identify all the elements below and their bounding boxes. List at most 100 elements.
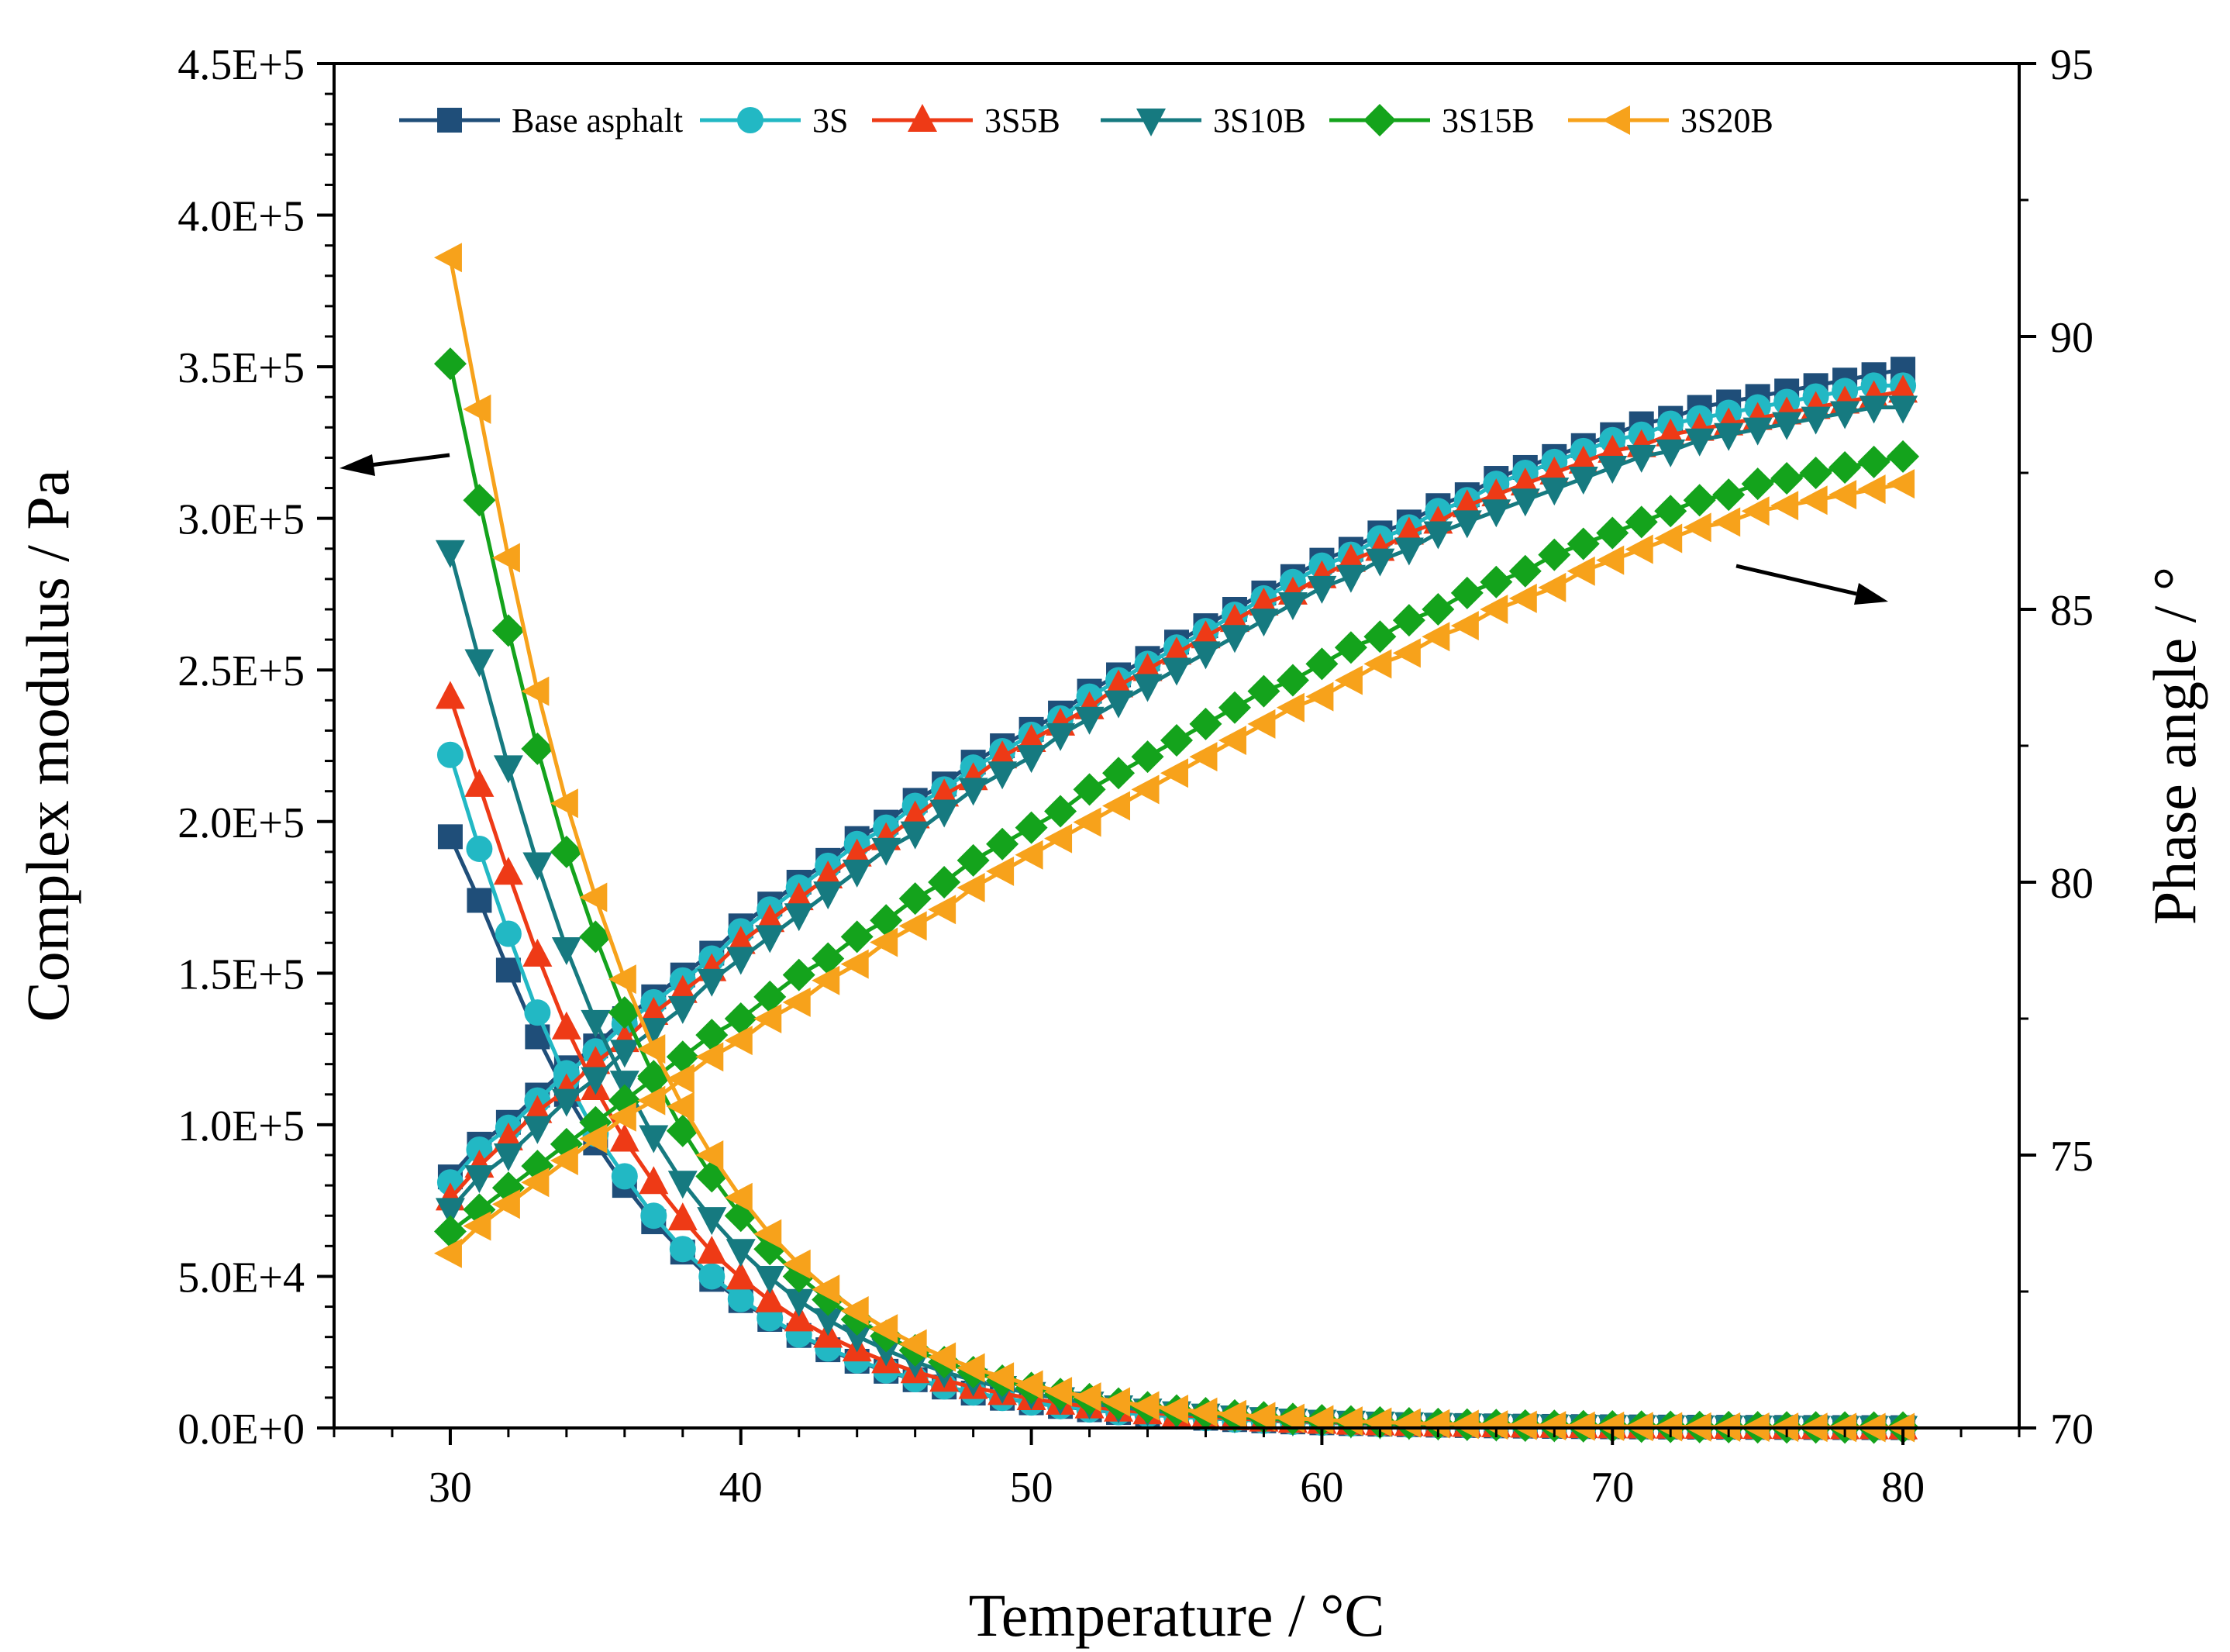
series-4-phase-point-47 <box>1799 457 1832 489</box>
series-3-phase-point-35 <box>1452 510 1482 539</box>
series-5-modulus-point-26 <box>1189 1397 1218 1427</box>
series-5-modulus-point-22 <box>1073 1382 1101 1412</box>
series-5-modulus-point-15 <box>870 1314 898 1344</box>
series-5-phase-point-41 <box>1625 534 1653 564</box>
x-tick-label-3: 60 <box>1300 1464 1343 1512</box>
series-5-modulus-point-23 <box>1102 1387 1131 1417</box>
series-3-modulus-point-9 <box>697 1207 727 1236</box>
series-4-phase-point-17 <box>928 866 961 898</box>
series-5-phase-point-3 <box>521 1167 550 1198</box>
series-2-phase-point-11 <box>755 904 785 933</box>
series-5-phase-point-11 <box>753 1004 782 1033</box>
series-3-phase-point-27 <box>1219 625 1249 654</box>
series-3-phase-point-33 <box>1394 537 1424 566</box>
legend-marker-1 <box>737 107 763 133</box>
series-5-modulus-point-13 <box>812 1274 840 1305</box>
series-3-phase-point-28 <box>1249 609 1279 637</box>
series-5-phase-point-42 <box>1654 523 1683 554</box>
series-2-phase-point-23 <box>1104 669 1134 698</box>
series-3-phase-point-44 <box>1714 422 1744 451</box>
series-5-modulus-point-20 <box>1015 1370 1043 1400</box>
legend-item-3: 3S10B <box>1101 102 1306 140</box>
series-4-phase-point-7 <box>637 1062 670 1095</box>
series-2-phase-point-3 <box>522 1095 553 1123</box>
series-5-modulus-point-12 <box>782 1249 811 1279</box>
y-right-tick-label-1: 75 <box>2050 1133 2094 1181</box>
series-5-modulus-point-9 <box>695 1140 724 1170</box>
series-5-modulus-point-35 <box>1450 1409 1479 1440</box>
series-5-phase-point-40 <box>1596 545 1625 575</box>
y-left-tick-label-7: 3.5E+5 <box>178 344 305 392</box>
legend-label-2: 3S5B <box>984 102 1060 140</box>
series-3-phase-point-41 <box>1626 444 1656 473</box>
series-3-phase-point-46 <box>1772 412 1802 440</box>
series-3-modulus-point-3 <box>522 852 553 881</box>
series-5-modulus-point-6 <box>608 964 636 995</box>
series-5-modulus-point-34 <box>1422 1409 1450 1439</box>
series-5-modulus-point-10 <box>724 1182 753 1212</box>
y-left-tick-label-0: 0.0E+0 <box>178 1405 305 1454</box>
series-1-modulus-point-7 <box>640 1202 667 1230</box>
series-2-phase-point-27 <box>1219 604 1249 633</box>
series-2-phase-point-20 <box>1016 723 1046 752</box>
series-2-phase-point-2 <box>493 1122 523 1150</box>
series-3-phase-point-47 <box>1801 406 1831 435</box>
series-5-modulus-point-24 <box>1131 1391 1160 1421</box>
series-4-phase-point-25 <box>1160 723 1193 757</box>
series-2-modulus-point-2 <box>493 857 523 885</box>
series-2-phase-point-26 <box>1191 620 1221 649</box>
y-left-tick-label-1: 5.0E+4 <box>178 1254 305 1302</box>
series-4-modulus-point-6 <box>608 996 641 1029</box>
series-5-phase-point-23 <box>1102 791 1131 821</box>
series-4-phase-point-42 <box>1654 495 1687 528</box>
series-4-phase-point-44 <box>1712 478 1746 512</box>
series-2-phase-point-42 <box>1656 418 1686 447</box>
series-5-phase-point-8 <box>666 1064 695 1094</box>
x-tick-label-0: 30 <box>429 1464 472 1512</box>
series-5-modulus-point-33 <box>1392 1408 1421 1438</box>
series-3-modulus-point-7 <box>639 1125 669 1154</box>
series-2-phase-point-7 <box>639 996 669 1025</box>
right-axis-arrow <box>1735 564 1888 605</box>
series-2-modulus-point-3 <box>522 938 553 967</box>
series-2-modulus-point-4 <box>551 1011 581 1040</box>
series-4-phase-point-19 <box>986 827 1019 860</box>
series-4-phase-point-11 <box>753 980 787 1013</box>
series-5-modulus-point-36 <box>1480 1410 1508 1440</box>
y-left-tick-label-4: 2.0E+5 <box>178 799 305 847</box>
legend-item-4: 3S15B <box>1329 102 1535 140</box>
series-3-phase-point-18 <box>958 778 988 806</box>
series-4-phase-point-28 <box>1247 674 1280 708</box>
series-5-phase-point-26 <box>1189 742 1218 772</box>
series-4-phase-point-45 <box>1741 467 1774 501</box>
series-3-phase-point-15 <box>871 837 901 866</box>
legend-label-5: 3S20B <box>1680 102 1773 140</box>
series-4-phase-point-13 <box>812 942 845 975</box>
series-3-modulus-point-0 <box>435 540 465 568</box>
series-2-phase-point-31 <box>1336 543 1366 572</box>
series-4-phase-point-35 <box>1450 576 1484 609</box>
series-5-modulus-point-4 <box>550 788 578 819</box>
series-4-phase-point-20 <box>1015 811 1048 844</box>
series-0-modulus-point-1 <box>467 888 492 913</box>
series-3-modulus-point-8 <box>667 1171 698 1199</box>
y-right-tick-label-5: 95 <box>2050 41 2094 89</box>
legend-marker-3 <box>1136 109 1166 136</box>
series-5-phase-point-13 <box>812 965 840 995</box>
x-tick-label-1: 40 <box>719 1464 763 1512</box>
series-5-phase-point-36 <box>1480 595 1508 624</box>
series-5-phase-point-1 <box>463 1211 491 1241</box>
series-2-phase-point-5 <box>581 1046 611 1074</box>
legend-marker-4 <box>1363 104 1396 136</box>
series-5-phase-point-14 <box>840 949 869 979</box>
y-right-tick-label-2: 80 <box>2050 860 2094 908</box>
series-5-modulus-point-2 <box>491 543 520 573</box>
series-1-phase-point-4 <box>553 1060 580 1087</box>
series-3-phase-point-5 <box>581 1067 611 1095</box>
x-tick-label-5: 80 <box>1881 1464 1925 1512</box>
series-2-phase-point-38 <box>1539 457 1570 485</box>
series-5-modulus-point-3 <box>521 676 550 706</box>
series-2-modulus-point-12 <box>784 1303 814 1332</box>
series-1-modulus-point-10 <box>727 1285 754 1312</box>
